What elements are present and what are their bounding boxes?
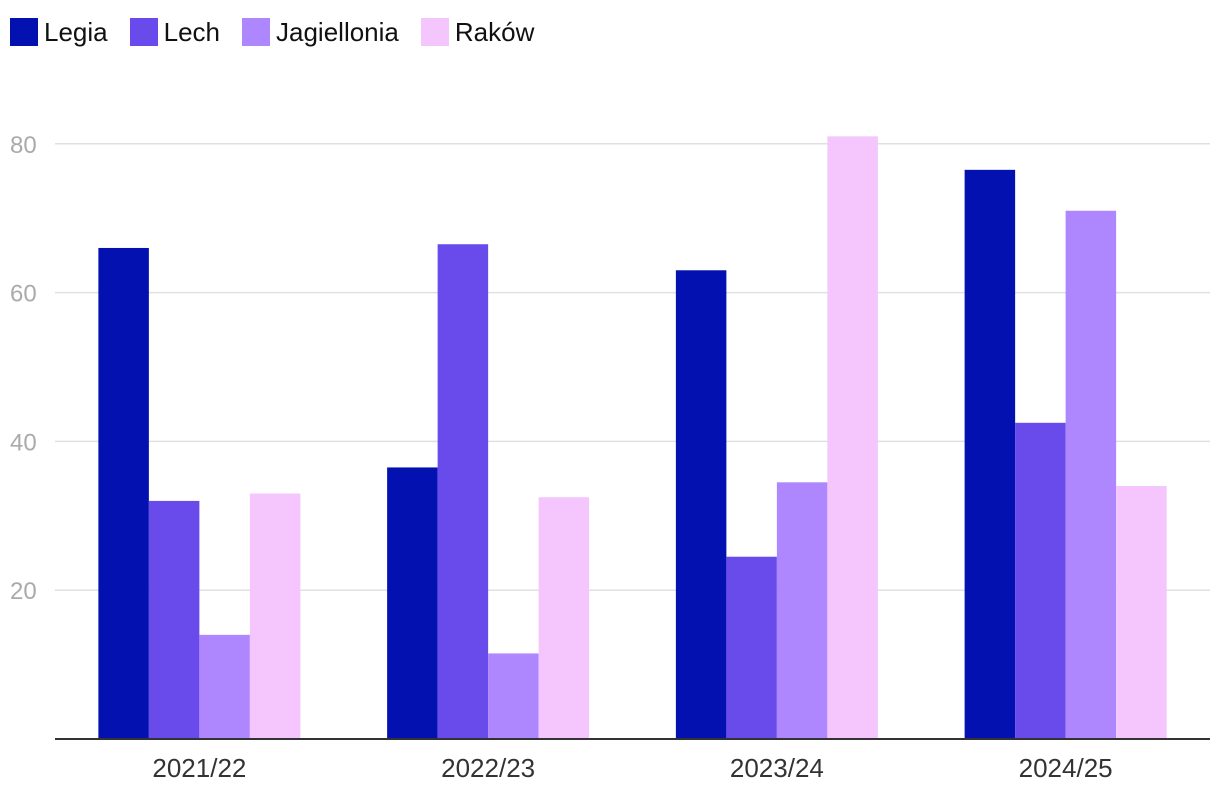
bar-rakw-2021-22	[249, 493, 301, 739]
legend-label-lech: Lech	[163, 17, 221, 47]
legend-swatch-legia	[10, 18, 38, 46]
x-tick-label-2022-23: 2022/23	[441, 753, 535, 783]
legend-swatch-jagiellonia	[242, 18, 271, 46]
bar-legia-2023-24	[675, 270, 727, 739]
bar-lech-2024-25	[1015, 422, 1066, 739]
legend-item-legia[interactable]: Legia	[10, 18, 108, 46]
x-tick-label-2024-25: 2024/25	[1019, 753, 1113, 783]
bar-jagiellonia-2022-23	[488, 653, 539, 739]
bar-rakw-2023-24	[827, 136, 878, 740]
bar-lech-2023-24	[726, 556, 777, 739]
legend-label-jagiellonia: Jagiellonia	[276, 17, 399, 47]
y-tick-label-40: 40	[10, 429, 37, 456]
y-tick-label-80: 80	[10, 132, 37, 159]
x-tick-label-2023-24: 2023/24	[730, 753, 824, 783]
legend-swatch-lech	[129, 18, 158, 46]
bar-jagiellonia-2024-25	[1065, 210, 1117, 739]
bar-legia-2024-25	[964, 169, 1016, 740]
y-tick-label-60: 60	[10, 281, 37, 308]
bar-legia-2022-23	[387, 467, 438, 739]
legend-item-lech[interactable]: Lech	[129, 17, 221, 47]
legend-item-jagiellonia[interactable]: Jagiellonia	[242, 18, 399, 46]
bar-legia-2021-22	[98, 247, 149, 739]
bar-jagiellonia-2021-22	[199, 634, 250, 739]
legend-label-rakow: Raków	[454, 17, 535, 47]
bar-lech-2022-23	[437, 244, 489, 740]
bar-rakw-2022-23	[538, 497, 590, 739]
legend: Legia Lech Jagiellonia Raków	[10, 18, 556, 46]
x-tick-label-2021-22: 2021/22	[152, 753, 246, 783]
bar-lech-2021-22	[148, 500, 200, 739]
legend-item-rakow[interactable]: Raków	[420, 17, 535, 47]
bar-jagiellonia-2023-24	[776, 482, 828, 739]
y-tick-label-20: 20	[10, 578, 37, 605]
legend-label-legia: Legia	[44, 17, 108, 47]
legend-swatch-rakow	[420, 18, 449, 46]
bar-rakw-2024-25	[1116, 486, 1167, 739]
